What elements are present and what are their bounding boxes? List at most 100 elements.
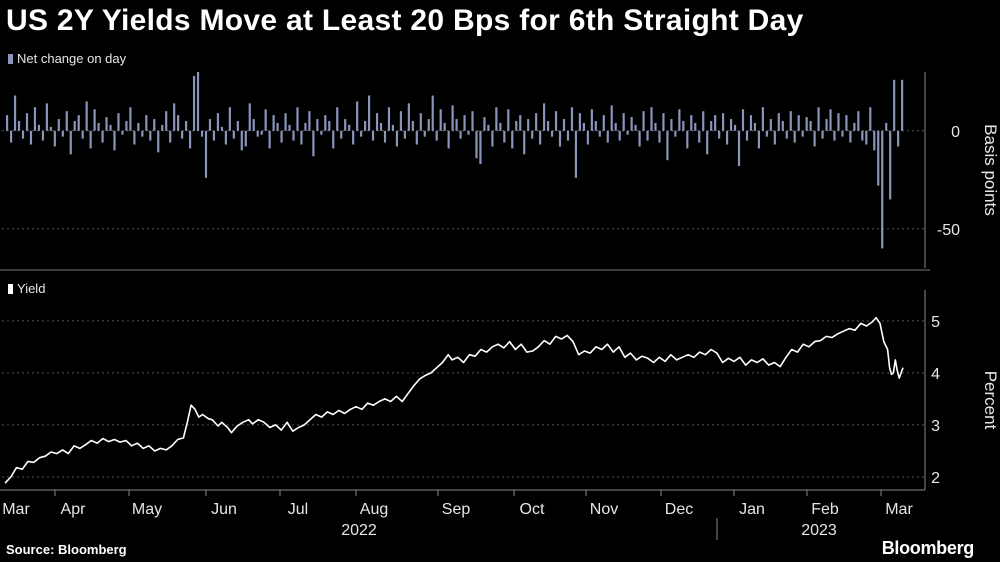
bar <box>841 130 844 137</box>
bar <box>316 119 319 131</box>
bar <box>817 107 820 131</box>
legend-net-change: Net change on day <box>8 51 126 66</box>
bar <box>367 95 371 131</box>
bar <box>415 130 418 145</box>
bar <box>77 115 80 131</box>
bar <box>523 130 526 155</box>
bar <box>467 130 470 135</box>
bar <box>93 109 96 131</box>
bar <box>431 95 434 131</box>
x-tick-label: Sep <box>442 501 471 518</box>
bar <box>360 130 363 137</box>
bar <box>435 130 438 141</box>
bar <box>443 122 446 131</box>
bar <box>686 130 689 149</box>
bar <box>674 130 677 137</box>
line-y-tick-label: 4 <box>931 366 940 383</box>
bar <box>638 130 641 147</box>
bar <box>475 130 478 159</box>
legend-yield-label: Yield <box>17 281 46 296</box>
bar <box>562 119 566 131</box>
bar <box>228 107 231 131</box>
bar <box>153 119 156 131</box>
line-y-tick-label: 3 <box>931 418 940 435</box>
bar <box>89 130 92 149</box>
bar-series <box>6 72 904 249</box>
bar <box>618 130 621 141</box>
bar <box>312 130 315 157</box>
bar <box>737 130 741 167</box>
bar <box>694 122 697 131</box>
bar <box>773 130 776 145</box>
bar <box>300 130 303 145</box>
bar <box>491 130 494 147</box>
bar <box>662 113 665 131</box>
bar <box>169 130 172 143</box>
bar <box>447 130 450 149</box>
bar <box>650 107 653 131</box>
bar <box>781 121 784 131</box>
bar <box>761 107 764 131</box>
bar <box>252 119 255 131</box>
bar <box>268 130 271 149</box>
bar <box>789 111 792 131</box>
bar <box>777 113 780 131</box>
bar <box>69 130 72 155</box>
x-tick-label: Mar <box>2 501 30 518</box>
bar <box>105 117 108 131</box>
bar <box>642 111 645 131</box>
bar <box>296 107 299 131</box>
x-tick-label: Nov <box>590 501 618 518</box>
bar <box>519 115 522 131</box>
bar <box>757 130 761 149</box>
bar <box>845 115 848 131</box>
bar <box>582 122 585 131</box>
bar <box>889 130 892 200</box>
bar <box>17 121 21 131</box>
bar <box>495 107 498 131</box>
bar <box>340 130 343 139</box>
legend-bars-swatch <box>8 53 13 64</box>
bar <box>344 119 347 131</box>
bar <box>85 101 88 131</box>
bar <box>861 130 864 141</box>
bar <box>741 109 745 131</box>
bar <box>610 105 613 131</box>
bar <box>177 115 180 131</box>
bar <box>821 130 824 139</box>
source-note: Source: Bloomberg <box>6 542 127 557</box>
bar <box>515 121 518 131</box>
bar <box>698 130 701 143</box>
bar <box>403 130 406 139</box>
bar <box>439 109 442 131</box>
bar <box>427 119 430 131</box>
bar-y-tick-label: 0 <box>951 124 960 141</box>
bar <box>853 122 856 131</box>
bar <box>121 130 124 135</box>
legend-line-swatch <box>8 283 13 294</box>
bar <box>570 107 574 131</box>
bar <box>626 130 629 135</box>
bar <box>280 130 283 143</box>
bar <box>857 111 860 131</box>
bar <box>897 130 900 147</box>
x-tick-label: Jan <box>739 501 765 518</box>
bar <box>371 130 375 141</box>
bar <box>208 119 212 131</box>
bar <box>459 130 462 139</box>
bar <box>566 130 570 141</box>
bar <box>364 121 367 131</box>
bar <box>865 130 868 145</box>
bar <box>714 115 717 131</box>
bar <box>574 130 578 178</box>
bar <box>244 130 247 147</box>
bar <box>765 130 768 137</box>
bar <box>503 130 506 143</box>
bar <box>33 107 37 131</box>
bar <box>710 121 713 131</box>
bar <box>654 122 657 131</box>
year-label-2023: 2023 <box>801 522 837 539</box>
bar <box>129 107 132 131</box>
bar <box>308 111 311 131</box>
x-tick-label: Mar <box>885 501 913 518</box>
